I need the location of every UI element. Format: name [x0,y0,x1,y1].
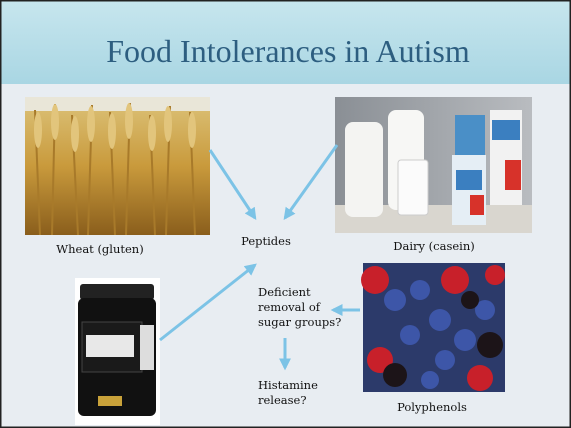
peptides-label: Peptides [241,234,291,248]
dairy-label: Dairy (casein) [393,239,474,253]
deficient-line: Deficient [258,285,311,299]
polyphenols-label: Polyphenols [397,400,467,414]
deficient-line: sugar groups? [258,315,341,329]
dairy-image [335,97,532,233]
histamine-line: Histamine [258,378,318,392]
wheat-image [25,97,210,235]
wheat-label: Wheat (gluten) [56,242,143,256]
histamine-line: release? [258,393,307,407]
deficient-line: removal of [258,300,321,314]
berries-image [361,263,505,392]
protein-image [75,278,160,425]
title: Food Intolerances in Autism [106,33,470,69]
slide: Food Intolerances in Autism [0,0,571,428]
